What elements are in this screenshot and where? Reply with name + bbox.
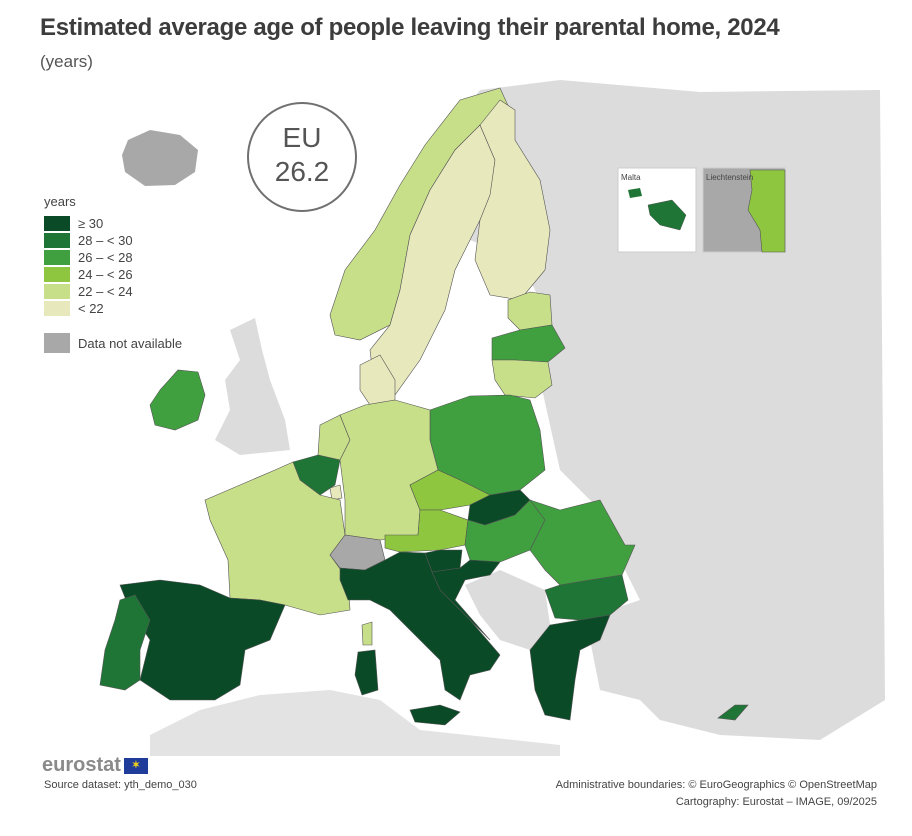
country-spain [119,579,286,701]
balkans-land [465,570,550,650]
country-latvia [491,324,566,363]
country-malta [647,199,687,231]
country-luxembourg [329,484,343,501]
cartography-credit: Cartography: Eurostat – IMAGE, 09/2025 [675,796,877,808]
country-greece [529,614,611,721]
liechtenstein-label: Liechtenstein [706,173,754,182]
map-subtitle: (years) [40,52,93,71]
legend-title: years [44,194,76,209]
turkey-land [610,600,880,715]
inset-liechtenstein-label: Liechtenstein [703,168,785,252]
uk-land [215,318,290,455]
legend-swatch [44,233,70,248]
legend-item: 26 – < 28 [44,249,182,266]
country-italy-sardinia [354,649,379,696]
legend-item: < 22 [44,300,182,317]
legend-label: 28 – < 30 [78,233,133,248]
legend-label: < 22 [78,301,104,316]
inset-malta [617,167,697,253]
eu-value: 26.2 [274,156,330,187]
legend-label: 26 – < 28 [78,250,133,265]
north-africa-land [150,690,560,756]
country-estonia [507,291,553,331]
legend-label-na: Data not available [78,335,183,351]
country-ireland [149,369,206,431]
country-finland [474,99,551,301]
country-italy [339,551,501,701]
inset-liechtenstein [702,167,786,253]
legend-label: ≥ 30 [78,216,104,231]
legend-swatch [44,284,70,299]
country-france-corsica [361,621,373,646]
legend: years ≥ 30 28 – < 30 26 – < 28 24 – < 26… [44,194,182,354]
country-bulgaria [544,574,629,621]
legend-swatch [44,333,70,353]
legend-item: 22 – < 24 [44,283,182,300]
eu-label: EU [282,122,322,153]
country-cyprus [717,704,749,721]
source-dataset: Source dataset: yth_demo_030 [44,779,197,791]
legend-item: ≥ 30 [44,215,182,232]
country-malta-gozo [628,188,642,198]
legend-swatch [44,216,70,231]
legend-label: 22 – < 24 [78,284,133,299]
country-france [204,461,351,616]
legend-item: 24 – < 26 [44,266,182,283]
eu-average-badge: EU 26.2 [247,102,357,212]
country-lithuania [491,359,553,399]
europe-map [99,80,885,756]
iceland [122,130,198,186]
country-portugal [99,594,151,691]
country-italy-sicily [409,704,461,726]
inset-malta-label: Malta [618,168,696,252]
legend-item: 28 – < 30 [44,232,182,249]
eurostat-logo: eurostat ✶ [42,754,148,777]
legend-item-na: Data not available [44,332,182,354]
legend-swatch [44,250,70,265]
logo-text: eurostat [42,754,121,776]
eu-flag-icon: ✶ [123,757,148,774]
boundaries-credit: Administrative boundaries: © EuroGeograp… [555,779,877,791]
country-liechtenstein [747,169,786,253]
map-title: Estimated average age of people leaving … [40,14,780,41]
legend-swatch [44,301,70,316]
legend-label: 24 – < 26 [78,267,133,282]
malta-label: Malta [621,173,641,182]
legend-swatch [44,267,70,282]
